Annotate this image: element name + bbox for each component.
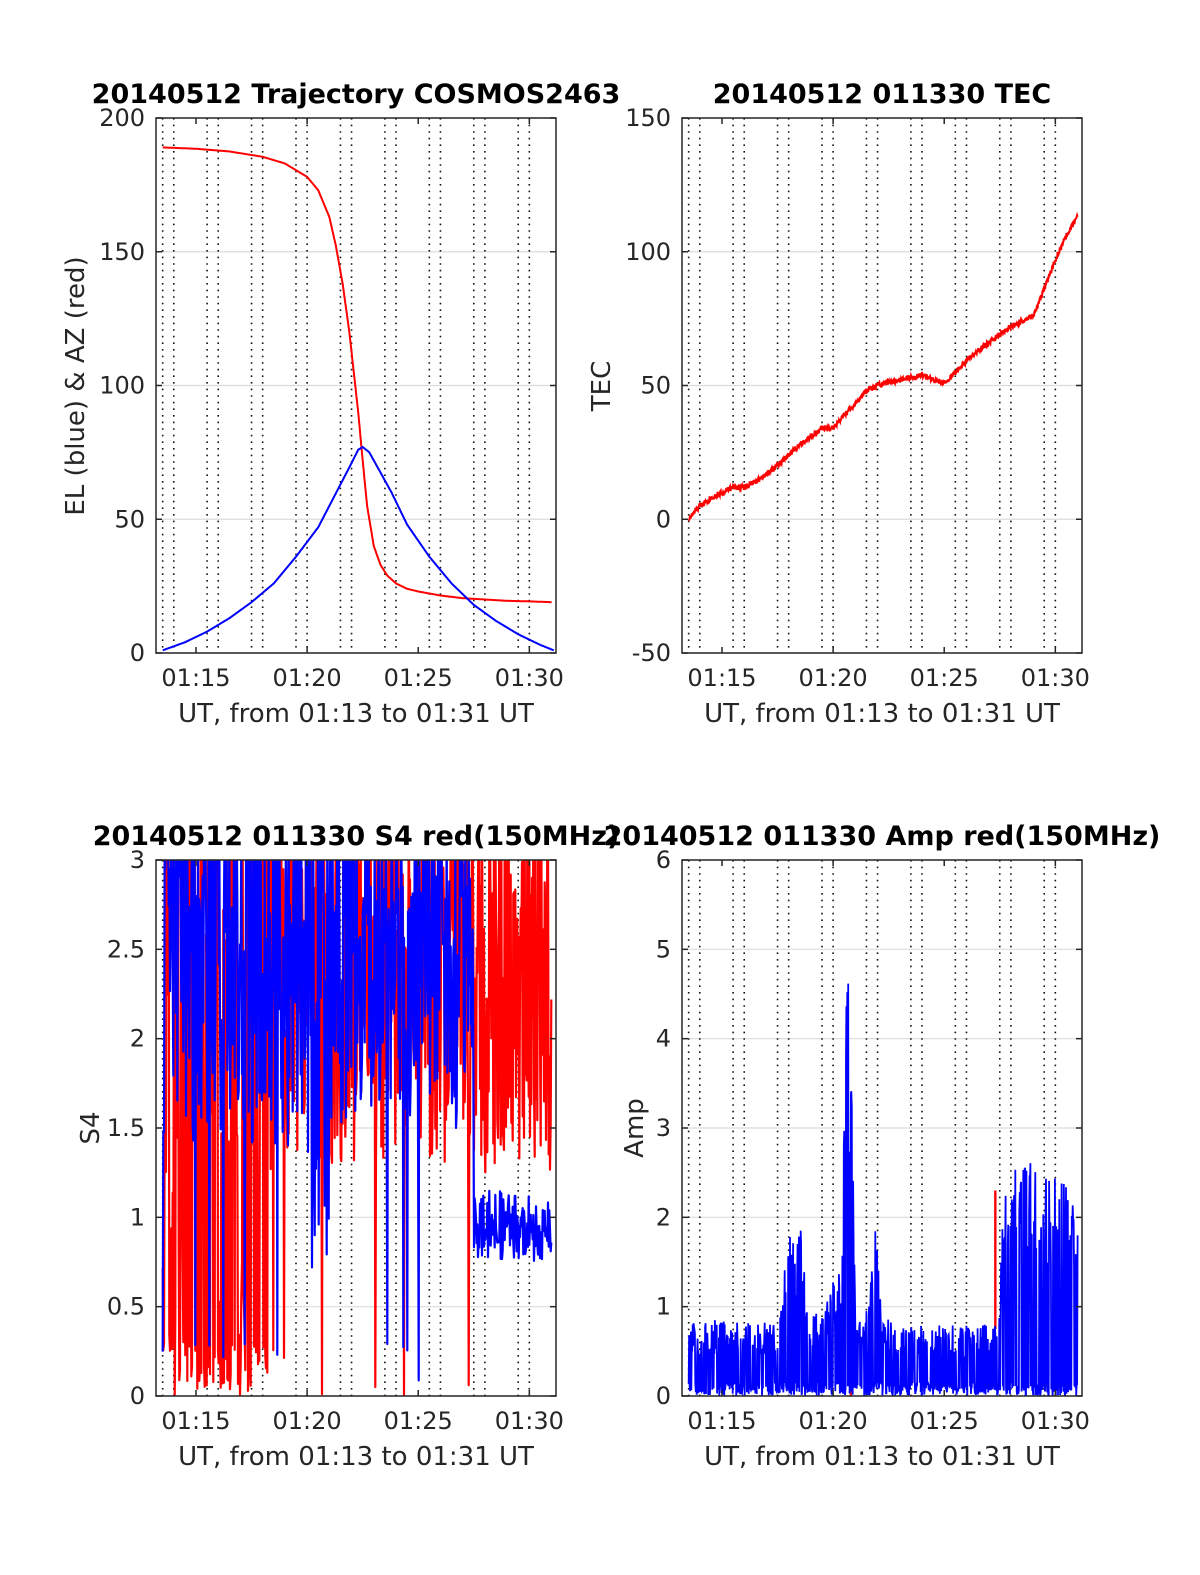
trajectory-ylabel: EL (blue) & AZ (red) [61, 256, 91, 515]
y-tick-label: 4 [656, 1025, 671, 1053]
x-tick-label: 01:30 [495, 664, 564, 692]
y-tick-label: 2 [130, 1025, 145, 1053]
x-tick-label: 01:25 [910, 664, 979, 692]
y-tick-label: 100 [99, 372, 145, 400]
series-line-blue [161, 860, 553, 1382]
y-tick-label: 0 [130, 1382, 145, 1410]
y-tick-label: 1 [130, 1203, 145, 1231]
y-tick-label: 6 [656, 846, 671, 874]
x-tick-label: 01:30 [1021, 1407, 1090, 1435]
y-tick-label: -50 [632, 639, 671, 667]
x-tick-label: 01:25 [384, 664, 453, 692]
series-line-red [162, 146, 552, 604]
y-tick-label: 0 [656, 505, 671, 533]
series-line-blue [687, 983, 1079, 1396]
x-tick-label: 01:30 [495, 1407, 564, 1435]
amp-ylabel: Amp [620, 1098, 650, 1158]
y-tick-label: 5 [656, 935, 671, 963]
y-tick-label: 0 [130, 639, 145, 667]
x-tick-label: 01:20 [273, 664, 342, 692]
x-tick-label: 01:15 [161, 1407, 230, 1435]
y-tick-label: 2 [656, 1203, 671, 1231]
x-tick-label: 01:25 [384, 1407, 453, 1435]
series-line-red [687, 211, 1079, 522]
s4-panel: 01:15 01:20 01:25 01:30 0 0.5 1 1.5 2 2.5 3 201405… [76, 821, 619, 1472]
s4-ylabel: S4 [76, 1111, 106, 1144]
y-tick-label: 3 [130, 846, 145, 874]
y-tick-label: 1.5 [107, 1114, 145, 1142]
x-tick-label: 01:15 [161, 664, 230, 692]
x-tick-label: 01:20 [799, 1407, 868, 1435]
trajectory-title: 20140512 Trajectory COSMOS2463 [92, 79, 621, 110]
y-tick-label: 0.5 [107, 1293, 145, 1321]
y-tick-label: 50 [114, 505, 145, 533]
x-tick-label: 01:30 [1021, 664, 1090, 692]
y-tick-label: 3 [656, 1114, 671, 1142]
y-tick-label: 0 [656, 1382, 671, 1410]
amp-panel: 01:15 01:20 01:25 01:30 0 1 2 3 4 5 6 20140512 011… [604, 821, 1161, 1472]
x-tick-label: 01:20 [273, 1407, 342, 1435]
s4-xlabel: UT, from 01:13 to 01:31 UT [178, 1442, 534, 1472]
y-tick-label: 200 [99, 104, 145, 132]
y-tick-label: 2.5 [107, 935, 145, 963]
y-tick-label: 50 [640, 372, 671, 400]
amp-xlabel: UT, from 01:13 to 01:31 UT [704, 1442, 1060, 1472]
x-tick-label: 01:20 [799, 664, 868, 692]
y-tick-label: 100 [625, 238, 671, 266]
tec-panel: 01:15 01:20 01:25 01:30 -50 0 50 100 150 2014051… [587, 79, 1090, 729]
trajectory-xlabel: UT, from 01:13 to 01:31 UT [178, 699, 534, 729]
tec-xlabel: UT, from 01:13 to 01:31 UT [704, 699, 1060, 729]
series-line-blue [162, 445, 555, 652]
amp-title: 20140512 011330 Amp red(150MHz) [604, 821, 1161, 852]
trajectory-panel: 01:15 01:20 01:25 01:30 0 50 100 150 200 2014051… [61, 79, 620, 729]
y-tick-label: 150 [625, 104, 671, 132]
y-tick-label: 150 [99, 238, 145, 266]
y-tick-label: 1 [656, 1293, 671, 1321]
tec-title: 20140512 011330 TEC [713, 79, 1052, 110]
x-tick-label: 01:15 [687, 664, 756, 692]
x-tick-label: 01:25 [910, 1407, 979, 1435]
x-tick-label: 01:15 [687, 1407, 756, 1435]
s4-title: 20140512 011330 S4 red(150MHz) [93, 821, 620, 852]
tec-ylabel: TEC [587, 361, 617, 412]
